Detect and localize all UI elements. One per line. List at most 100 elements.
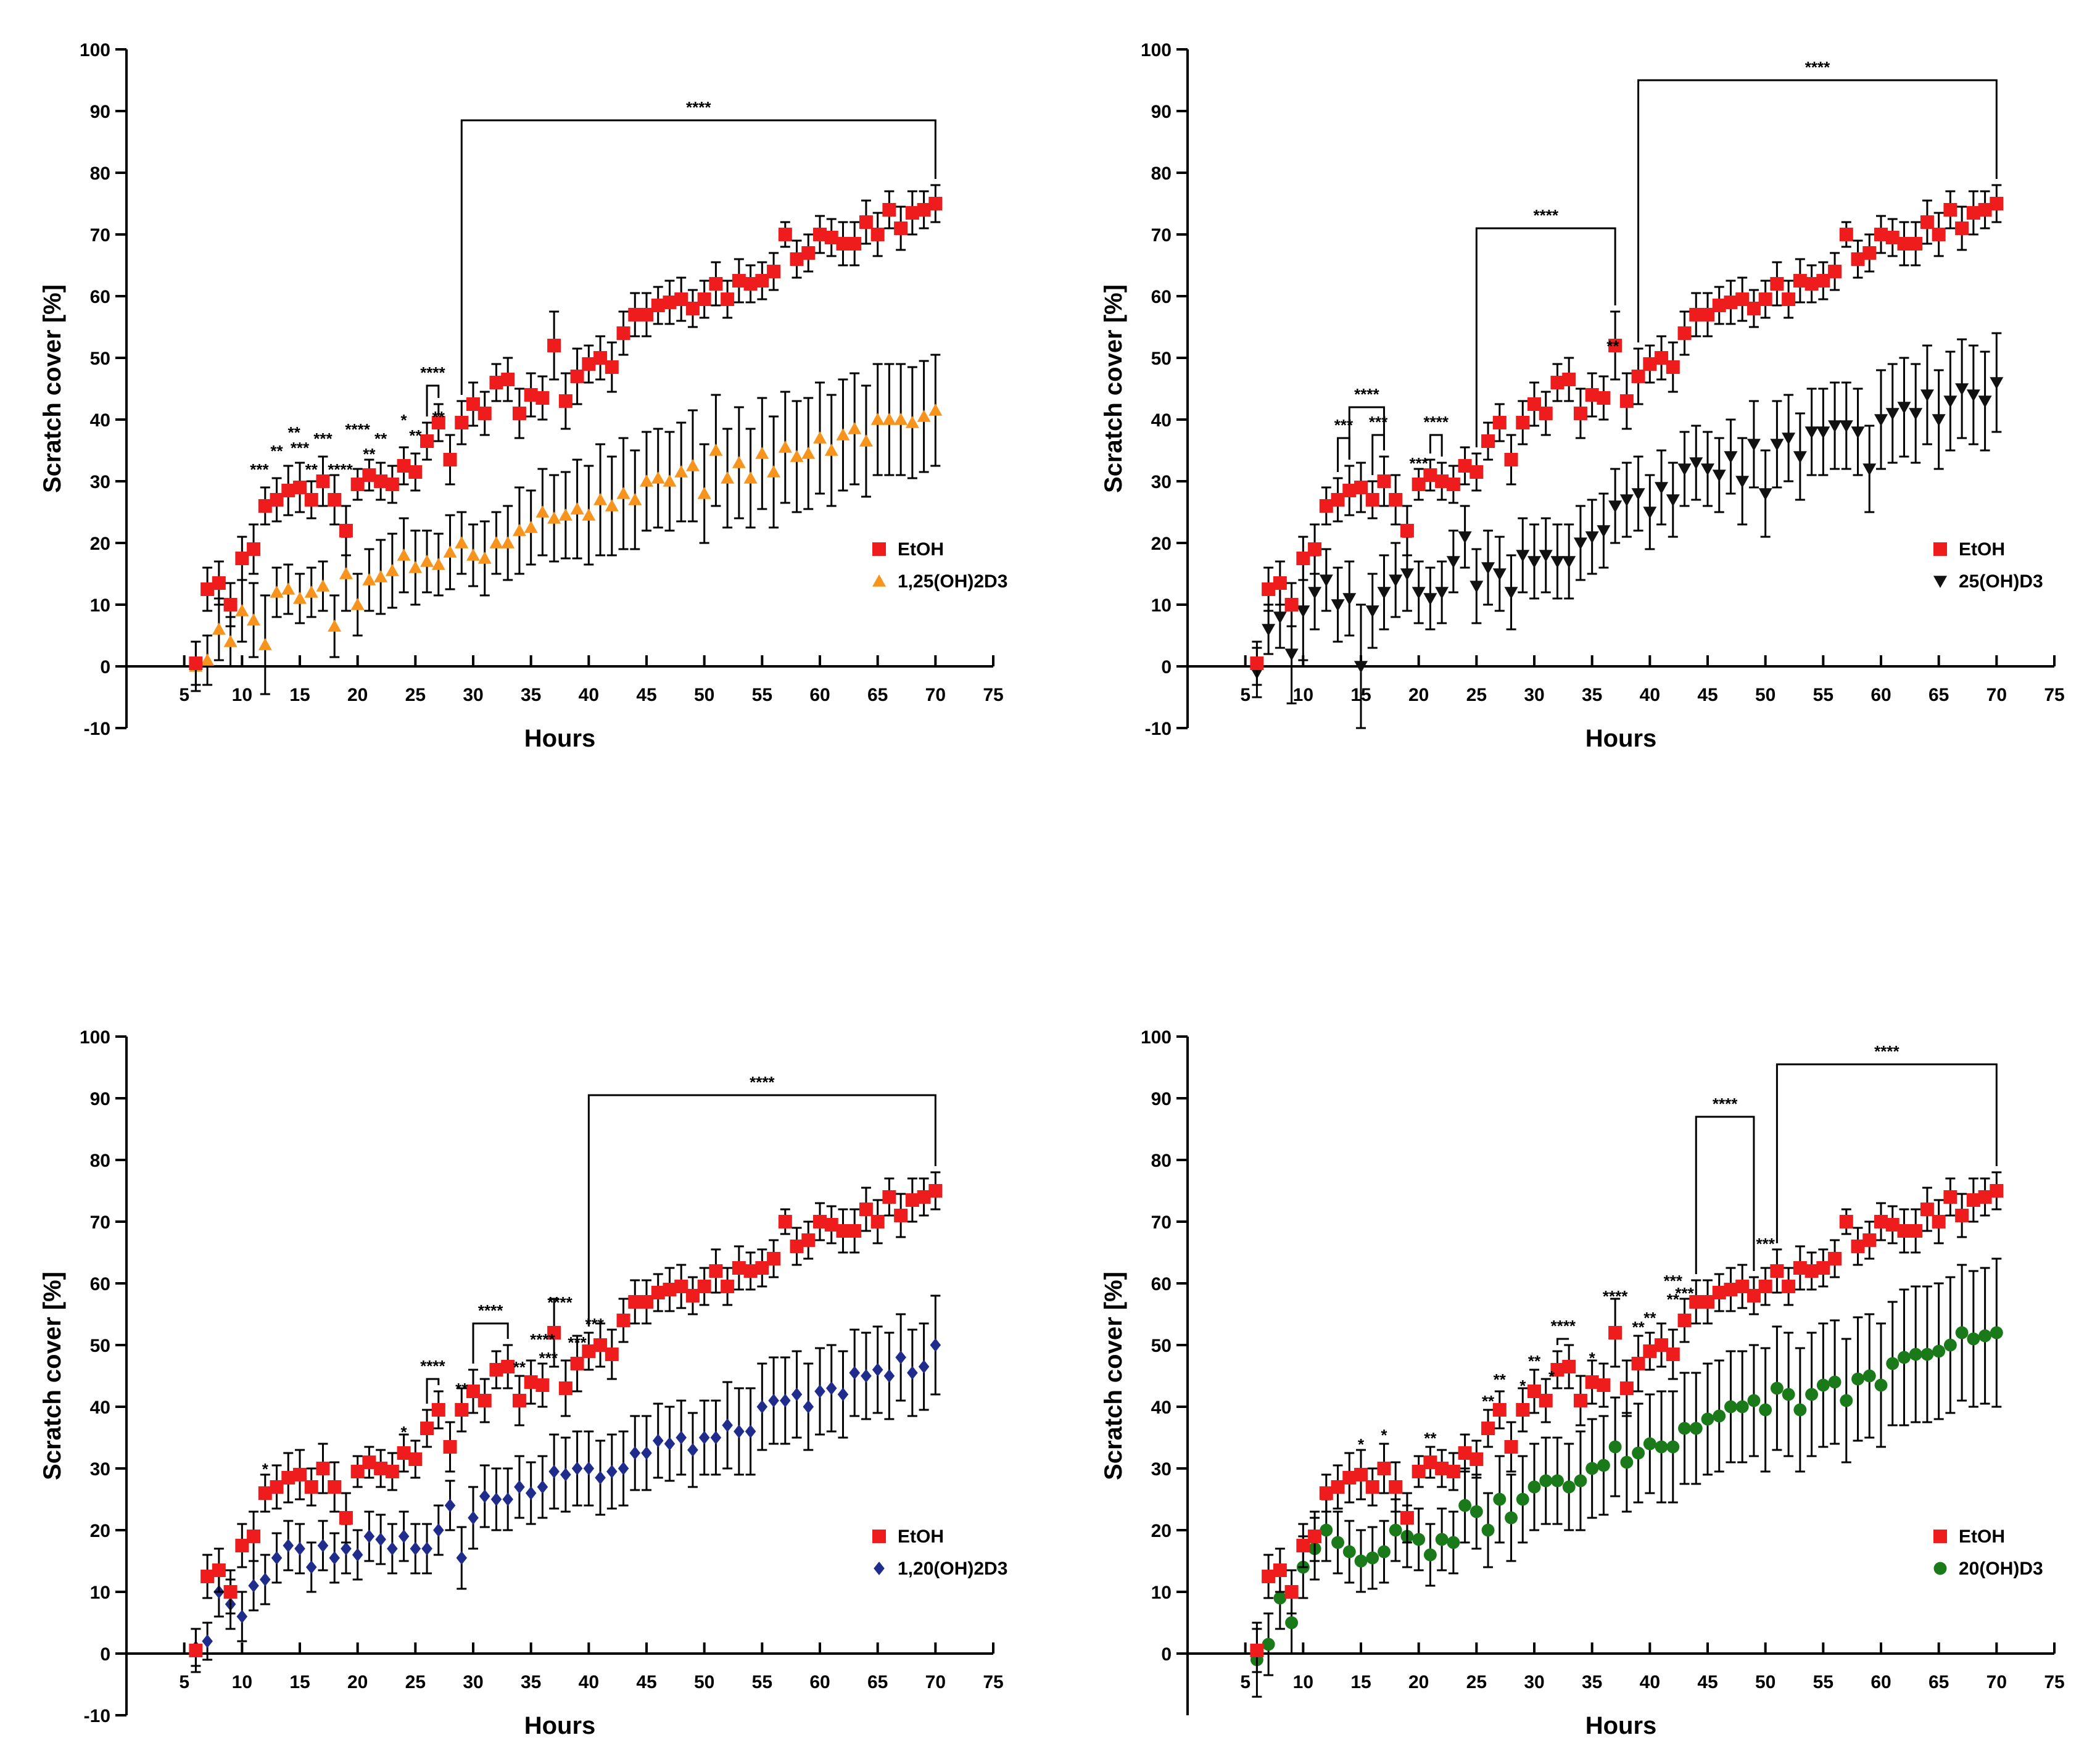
- etoh-point: [882, 203, 896, 217]
- treatment-point: [1655, 1440, 1668, 1454]
- etoh-point: [1562, 373, 1576, 386]
- treatment-point: [651, 471, 665, 484]
- series-etoh: [189, 1171, 943, 1673]
- etoh-point: [535, 391, 550, 405]
- etoh-point: [1839, 228, 1853, 241]
- etoh-point: [1828, 265, 1842, 278]
- significance-star: *: [1519, 1377, 1526, 1395]
- etoh-point: [1955, 222, 1969, 235]
- treatment-point: [1574, 1474, 1587, 1488]
- series-etoh: [1250, 184, 2004, 686]
- treatment-point: [1712, 470, 1726, 482]
- etoh-point: [558, 1381, 573, 1395]
- etoh-point: [1816, 1261, 1830, 1275]
- significance-star: ****: [1603, 1287, 1628, 1306]
- etoh-point: [524, 388, 538, 402]
- etoh-point: [1793, 274, 1807, 288]
- significance-star: ***: [585, 1315, 605, 1333]
- x-tick-label: 5: [179, 685, 189, 705]
- significance-label: ****: [1533, 206, 1558, 225]
- treatment-point: [466, 549, 480, 561]
- treatment-point: [593, 493, 608, 505]
- treatment-point: [745, 1425, 756, 1438]
- treatment-point: [1828, 420, 1842, 433]
- treatment-point: [1701, 463, 1714, 476]
- treatment-point: [271, 1551, 283, 1565]
- y-tick-label: 20: [1151, 1521, 1172, 1541]
- significance-star: *: [1548, 1367, 1555, 1386]
- legend: EtOH 20(OH)D3: [1933, 1526, 2043, 1579]
- treatment-point: [905, 416, 919, 428]
- treatment-point: [1828, 1375, 1842, 1389]
- treatment-point: [558, 508, 573, 521]
- etoh-point: [1828, 1252, 1842, 1265]
- treatment-point: [767, 465, 781, 478]
- significance-bracket: [1695, 1116, 1755, 1274]
- significance-star: ****: [530, 1330, 555, 1349]
- treatment-point: [676, 1431, 687, 1444]
- y-tick-label: 100: [1141, 1027, 1172, 1048]
- legend-treatment-label: 1,25(OH)2D3: [898, 571, 1007, 592]
- treatment-point: [928, 404, 943, 416]
- x-tick-label: 60: [1871, 685, 1891, 705]
- treatment-point: [477, 552, 492, 564]
- significance-star: *: [1381, 1426, 1387, 1444]
- treatment-point: [1793, 451, 1807, 463]
- treatment-point: [350, 598, 365, 610]
- y-tick-label: 90: [90, 1089, 110, 1109]
- y-tick-label: 20: [90, 1521, 110, 1541]
- y-tick-label: 70: [90, 225, 110, 246]
- etoh-point: [640, 308, 653, 321]
- etoh-point: [1758, 292, 1772, 306]
- etoh-point: [1712, 1286, 1726, 1299]
- significance-star: **: [1667, 1290, 1680, 1309]
- significance-star: **: [513, 1358, 526, 1377]
- etoh-point: [928, 197, 943, 210]
- etoh-point: [1423, 468, 1437, 482]
- treatment-point: [1273, 1591, 1287, 1605]
- etoh-point: [1389, 493, 1403, 507]
- treatment-point: [317, 1539, 329, 1552]
- treatment-point: [479, 1489, 490, 1503]
- etoh-point: [1677, 1314, 1692, 1327]
- etoh-point: [223, 1585, 238, 1599]
- treatment-point: [907, 1366, 918, 1380]
- etoh-point: [732, 274, 746, 288]
- etoh-point: [1354, 1468, 1368, 1481]
- x-tick-label: 75: [983, 685, 1003, 705]
- etoh-point: [247, 542, 261, 556]
- significance-star: *: [401, 1423, 408, 1441]
- etoh-point: [1481, 434, 1495, 448]
- etoh-point: [1262, 1570, 1276, 1583]
- etoh-point: [836, 1224, 850, 1238]
- treatment-point: [1631, 488, 1645, 500]
- etoh-point: [362, 1456, 376, 1469]
- etoh-point: [1631, 370, 1645, 383]
- x-tick-label: 30: [463, 685, 483, 705]
- x-tick-label: 15: [1350, 1672, 1371, 1692]
- x-tick-label: 55: [1813, 1672, 1833, 1692]
- etoh-point: [1573, 407, 1587, 420]
- legend-treatment-marker: [1933, 576, 1947, 588]
- x-tick-label: 50: [694, 1672, 714, 1692]
- etoh-point: [663, 1283, 677, 1296]
- treatment-point: [260, 1573, 271, 1586]
- significance-brackets: ************: [420, 1073, 936, 1404]
- treatment-point: [1909, 1348, 1922, 1361]
- treatment-point: [780, 1394, 791, 1407]
- treatment-point: [1851, 426, 1865, 439]
- etoh-point: [1412, 478, 1426, 491]
- etoh-point: [824, 231, 838, 244]
- significance-star: ***: [250, 460, 269, 479]
- treatment-point: [363, 1530, 375, 1543]
- treatment-point: [1400, 568, 1414, 581]
- etoh-point: [374, 474, 388, 488]
- treatment-point: [433, 1523, 444, 1537]
- treatment-point: [1597, 1459, 1610, 1472]
- etoh-point: [605, 1348, 619, 1361]
- etoh-point: [304, 493, 318, 507]
- etoh-point: [235, 1539, 249, 1552]
- y-axis-title: Scratch cover [%]: [39, 1272, 66, 1480]
- treatment-point: [1447, 1536, 1460, 1549]
- etoh-point: [593, 1338, 608, 1352]
